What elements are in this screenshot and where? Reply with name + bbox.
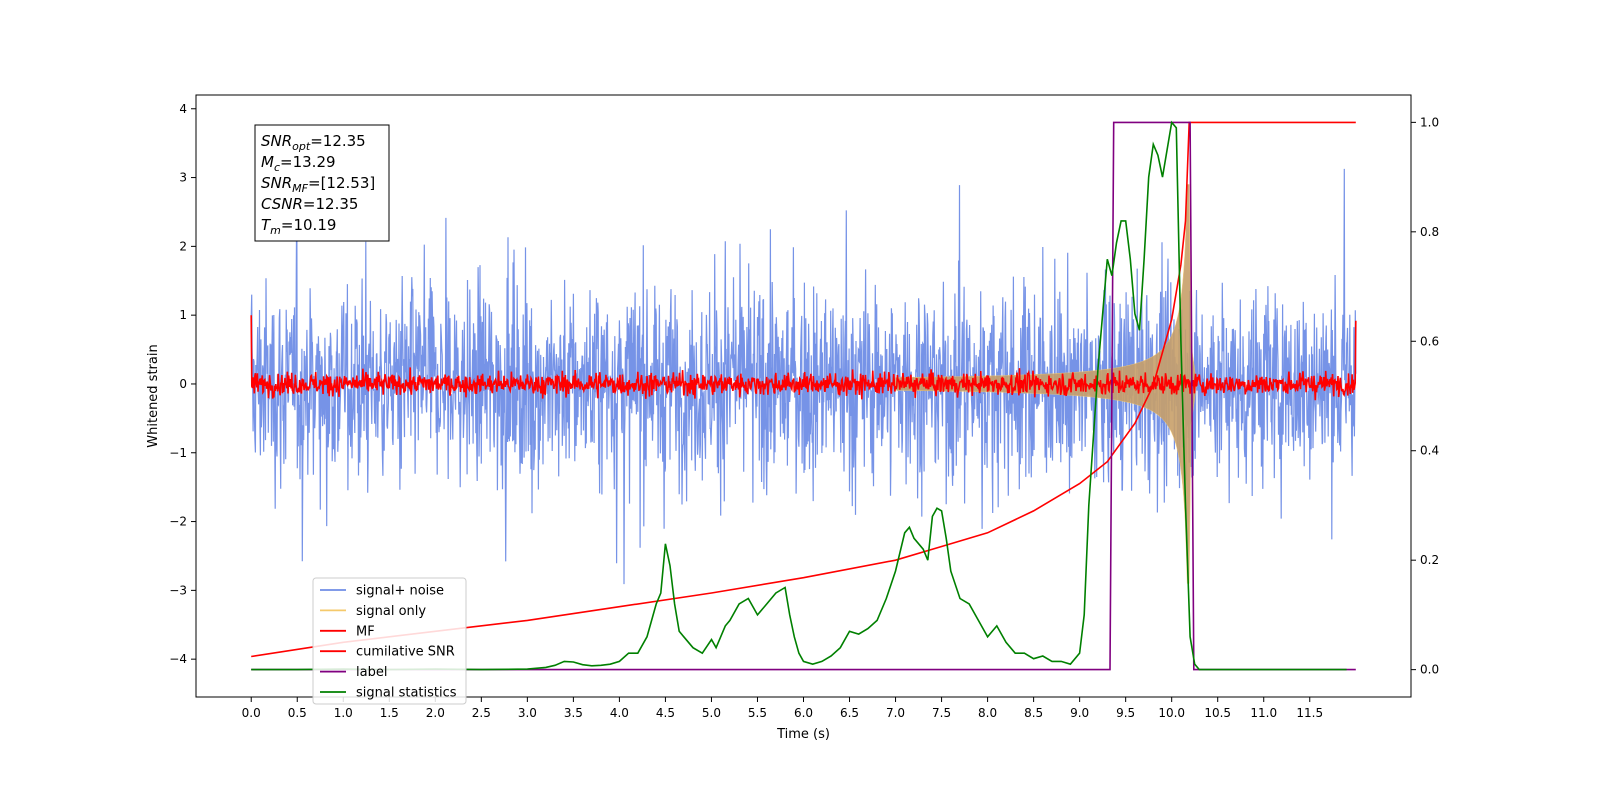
legend-entry: MF: [356, 624, 375, 639]
plot-area: [250, 120, 1357, 671]
x-tick-label: 6.0: [794, 706, 813, 720]
x-tick-label: 10.0: [1158, 706, 1185, 720]
x-tick-label: 9.5: [1116, 706, 1135, 720]
x-tick-label: 11.5: [1296, 706, 1323, 720]
stat-line: Tm=10.19: [261, 216, 336, 237]
x-tick-label: 3.5: [564, 706, 583, 720]
legend-entry: label: [356, 665, 387, 680]
legend-entry: signal only: [356, 604, 426, 619]
x-tick-label: 7.5: [932, 706, 951, 720]
y-tick-label: 3: [179, 171, 187, 185]
x-axis-label: Time (s): [776, 727, 830, 742]
legend-entry: signal+ noise: [356, 584, 444, 599]
y-tick-label: 4: [179, 102, 187, 116]
stat-line: SNRopt=12.35: [261, 132, 366, 153]
x-tick-label: 5.0: [702, 706, 721, 720]
x-tick-label: 7.0: [886, 706, 905, 720]
y-tick-label: 1: [179, 308, 187, 322]
x-tick-label: 11.0: [1250, 706, 1277, 720]
stats-box: SNRopt=12.35Mc=13.29SNRMF=[12.53]CSNR=12…: [254, 124, 390, 242]
x-tick-label: 4.5: [656, 706, 675, 720]
x-tick-label: 4.0: [610, 706, 629, 720]
x-tick-label: 8.5: [1024, 706, 1043, 720]
y2-tick-label: 0.4: [1420, 444, 1439, 458]
x-tick-label: 5.5: [748, 706, 767, 720]
y2-tick-label: 0.0: [1420, 663, 1439, 677]
y-axis-label: Whitened strain: [146, 344, 161, 447]
stat-line: Mc=13.29: [261, 153, 336, 174]
x-tick-label: 0.0: [242, 706, 261, 720]
legend-frame: [312, 577, 467, 705]
y-tick-label: −2: [169, 515, 187, 529]
y2-tick-label: 0.2: [1420, 553, 1439, 567]
x-tick-label: 1.5: [380, 706, 399, 720]
x-tick-label: 6.5: [840, 706, 859, 720]
x-tick-label: 10.5: [1204, 706, 1231, 720]
legend-entry: cumilative SNR: [356, 645, 455, 660]
axes: 0.0 0.5 1.0 1.5 2.0 2.5 3.0 3.5 4.0 4.5 5.0 5.5 6.0 6…: [169, 94, 1439, 720]
y2-tick-label: 0.6: [1420, 334, 1439, 348]
stat-line: CSNR=12.35: [261, 195, 358, 213]
x-tick-label: 0.5: [288, 706, 307, 720]
series-mf: [250, 315, 1357, 401]
y-tick-label: −3: [169, 583, 187, 597]
stat-line: SNRMF=[12.53]: [261, 174, 375, 195]
x-tick-label: 2.0: [426, 706, 445, 720]
y-tick-label: −4: [169, 652, 187, 666]
series-signal-statistics: [251, 120, 1347, 671]
y-tick-label: 2: [179, 239, 187, 253]
legend-entry: signal statistics: [356, 686, 457, 701]
x-tick-label: 2.5: [472, 706, 491, 720]
x-tick-label: 1.0: [334, 706, 353, 720]
y-tick-label: 0: [179, 377, 187, 391]
x-tick-label: 9.0: [1070, 706, 1089, 720]
y2-tick-label: 0.8: [1420, 225, 1439, 239]
x-tick-label: 3.0: [518, 706, 537, 720]
legend: signal+ noise signal only MF cumilative SNR…: [312, 577, 467, 705]
stats-box-frame: [254, 124, 390, 242]
y-tick-label: −1: [169, 446, 187, 460]
x-tick-label: 8.0: [978, 706, 997, 720]
y2-tick-label: 1.0: [1420, 115, 1439, 129]
